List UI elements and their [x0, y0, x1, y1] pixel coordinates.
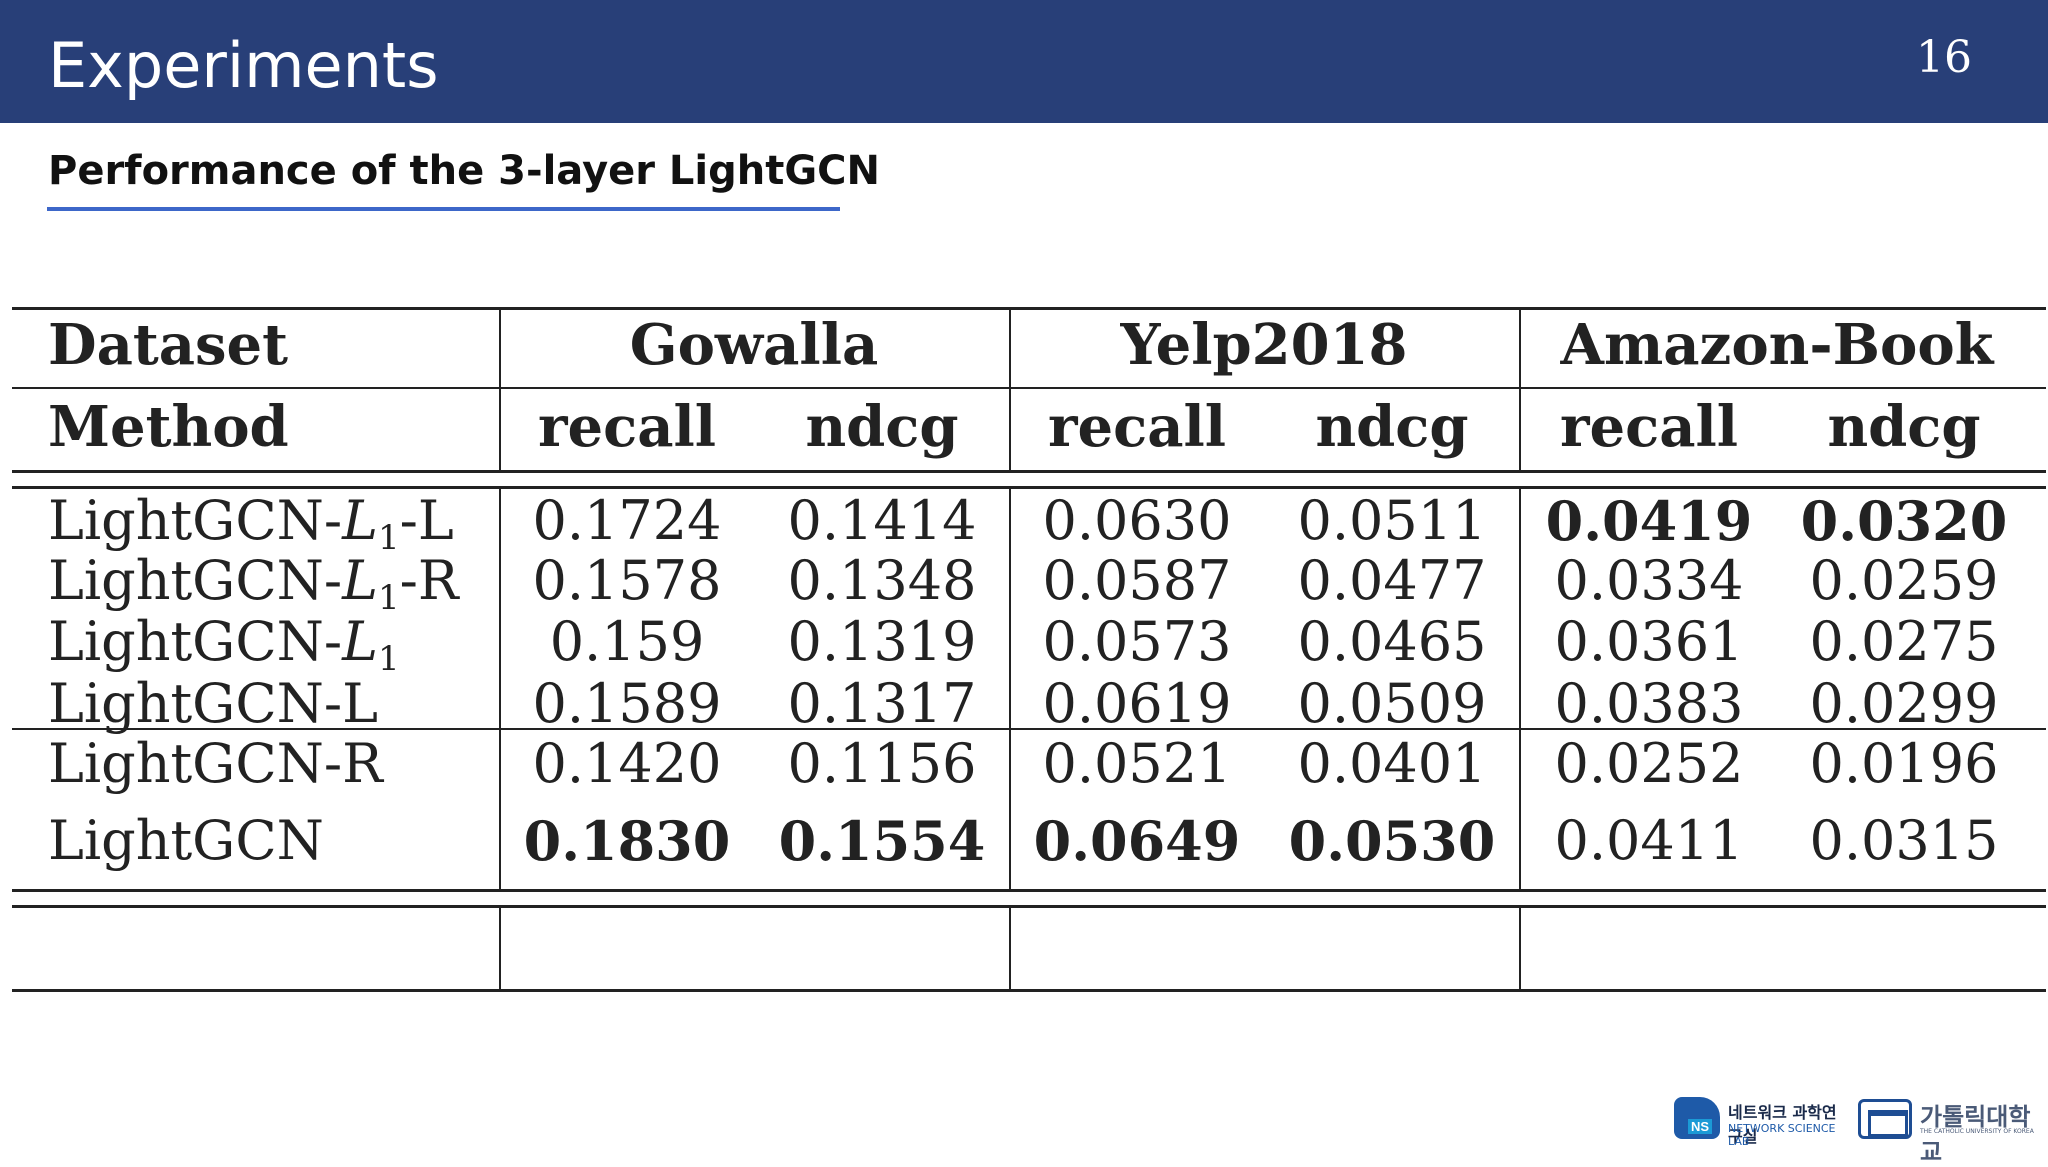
results-table: Dataset Method Gowalla Yelp2018 Amazon-B… — [12, 307, 2046, 992]
method-name: LightGCN-L1-R — [48, 549, 459, 618]
table-rule-lower-1 — [12, 889, 2046, 892]
subtitle-underline — [47, 207, 840, 211]
table-col-rule-2c — [1009, 905, 1011, 989]
page-number: 16 — [1916, 32, 1972, 83]
method-name: LightGCN-L1-L — [48, 489, 454, 558]
table-cell: 0.159 — [549, 610, 705, 673]
table-col-rule-1b — [499, 486, 501, 889]
table-cell: 0.1156 — [787, 732, 977, 795]
metric-header: ndcg — [1827, 394, 1981, 460]
lab-name-korean: 네트워크 과학연구실 — [1728, 1103, 1837, 1146]
metric-header: recall — [537, 394, 717, 460]
dataset-yelp2018: Yelp2018 — [1120, 312, 1408, 378]
network-science-lab-logo: NS 네트워크 과학연구실 NETWORK SCIENCE LAB — [1674, 1097, 1844, 1148]
table-cell: 0.1348 — [787, 549, 977, 612]
table-rule-header-2 — [12, 486, 2046, 489]
metric-header: ndcg — [805, 394, 959, 460]
table-rule-group — [12, 728, 2046, 730]
section-subtitle: Performance of the 3-layer LightGCN — [48, 148, 881, 194]
ns-logo-icon: NS — [1674, 1097, 1720, 1139]
table-cell: 0.0509 — [1297, 672, 1487, 735]
table-cell: 0.0299 — [1809, 672, 1999, 735]
table-cell: 0.0401 — [1297, 732, 1487, 795]
table-col-rule-1c — [499, 905, 501, 989]
university-emblem-icon — [1858, 1099, 1912, 1139]
metric-header: recall — [1559, 394, 1739, 460]
table-cell: 0.0619 — [1042, 672, 1232, 735]
table-cell: 0.0334 — [1554, 549, 1744, 612]
table-cell: 0.0383 — [1554, 672, 1744, 735]
table-cell: 0.1317 — [787, 672, 977, 735]
table-cell: 0.0573 — [1042, 610, 1232, 673]
table-col-rule-3b — [1519, 486, 1521, 889]
table-col-rule-1 — [499, 307, 501, 470]
table-cell: 0.1420 — [532, 732, 722, 795]
method-name: LightGCN-R — [48, 732, 383, 795]
table-cell: 0.1554 — [778, 809, 986, 873]
table-cell: 0.0630 — [1042, 489, 1232, 552]
lab-name-english: NETWORK SCIENCE LAB — [1728, 1122, 1836, 1148]
table-cell: 0.0511 — [1297, 489, 1487, 552]
table-cell: 0.0252 — [1554, 732, 1744, 795]
table-cell: 0.0649 — [1033, 809, 1241, 873]
table-cell: 0.0275 — [1809, 610, 1999, 673]
table-col-rule-2 — [1009, 307, 1011, 470]
table-cell: 0.1589 — [532, 672, 722, 735]
table-cell: 0.0477 — [1297, 549, 1487, 612]
table-cell: 0.0530 — [1288, 809, 1496, 873]
university-name-english: THE CATHOLIC UNIVERSITY OF KOREA — [1920, 1128, 2034, 1135]
table-cell: 0.1319 — [787, 610, 977, 673]
dataset-gowalla: Gowalla — [629, 312, 879, 378]
method-header-label: Method — [48, 394, 289, 460]
method-name: LightGCN-L1 — [48, 610, 400, 679]
table-cell: 0.1830 — [523, 809, 731, 873]
table-col-rule-3 — [1519, 307, 1521, 470]
table-rule-bottom — [12, 989, 2046, 992]
table-cell: 0.1578 — [532, 549, 722, 612]
method-name: LightGCN — [48, 809, 324, 872]
metric-header: ndcg — [1315, 394, 1469, 460]
table-cell: 0.0196 — [1809, 732, 1999, 795]
metric-header: recall — [1047, 394, 1227, 460]
slide-title: Experiments — [48, 29, 439, 102]
table-rule-header-1 — [12, 470, 2046, 473]
table-cell: 0.0587 — [1042, 549, 1232, 612]
catholic-university-logo: 가톨릭대학교 THE CATHOLIC UNIVERSITY OF KOREA — [1858, 1097, 2036, 1166]
slide-header: Experiments 16 — [0, 0, 2048, 123]
table-cell: 0.0465 — [1297, 610, 1487, 673]
table-rule-dataset — [12, 387, 2046, 389]
table-col-rule-3c — [1519, 905, 1521, 989]
method-name: LightGCN-L — [48, 672, 378, 735]
table-cell: 0.0521 — [1042, 732, 1232, 795]
table-col-rule-2b — [1009, 486, 1011, 889]
table-cell: 0.0361 — [1554, 610, 1744, 673]
table-cell: 0.1414 — [787, 489, 977, 552]
dataset-header-label: Dataset — [48, 312, 289, 378]
table-cell: 0.1724 — [532, 489, 722, 552]
table-cell: 0.0411 — [1554, 809, 1744, 872]
table-cell: 0.0419 — [1545, 489, 1753, 553]
table-cell: 0.0315 — [1809, 809, 1999, 872]
table-rule-lower-2 — [12, 905, 2046, 908]
dataset-amazon-book: Amazon-Book — [1560, 312, 1994, 378]
table-cell: 0.0259 — [1809, 549, 1999, 612]
table-cell: 0.0320 — [1800, 489, 2008, 553]
table-rule-top — [12, 307, 2046, 310]
